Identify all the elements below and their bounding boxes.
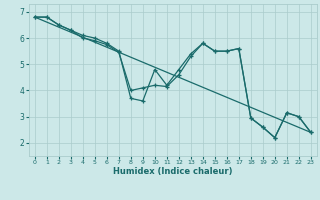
X-axis label: Humidex (Indice chaleur): Humidex (Indice chaleur) — [113, 167, 233, 176]
